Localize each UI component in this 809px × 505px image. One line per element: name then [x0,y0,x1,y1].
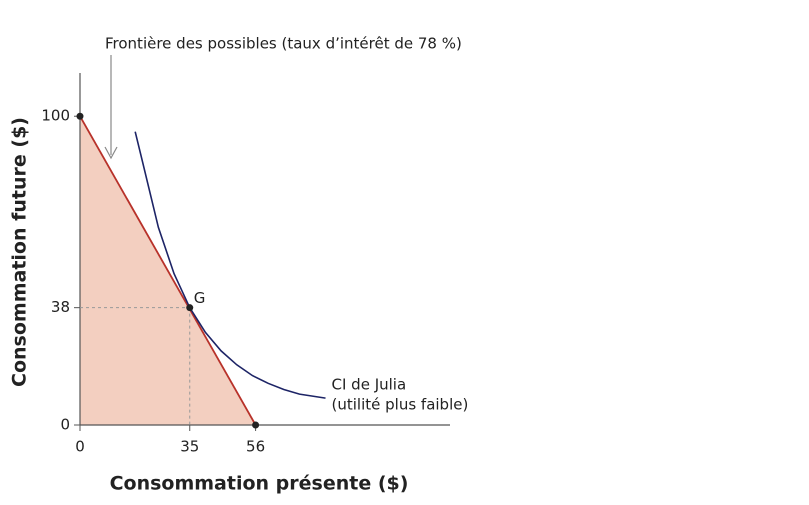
y-tick-label: 38 [51,298,70,316]
curve-label: (utilité plus faible) [332,396,469,414]
indifference-curve [134,131,326,399]
frontier-annotation: Frontière des possibles (taux d’intérêt … [105,35,462,53]
annotation-arrowhead [104,146,118,160]
x-tick-label: 0 [75,438,85,456]
point-g [186,304,194,312]
point-label: G [194,289,206,307]
y-tick-label: 0 [60,416,70,434]
frontier-endpoint [76,112,84,120]
frontier-endpoint [252,421,260,429]
x-tick-label: 35 [180,438,199,456]
y-axis-title: Consommation future ($) [9,117,31,387]
x-tick-label: 56 [246,438,265,456]
frontier-line [79,115,257,426]
y-tick-label: 100 [41,107,70,125]
curve-label: CI de Julia [332,376,407,394]
x-axis-title: Consommation présente ($) [110,473,409,495]
